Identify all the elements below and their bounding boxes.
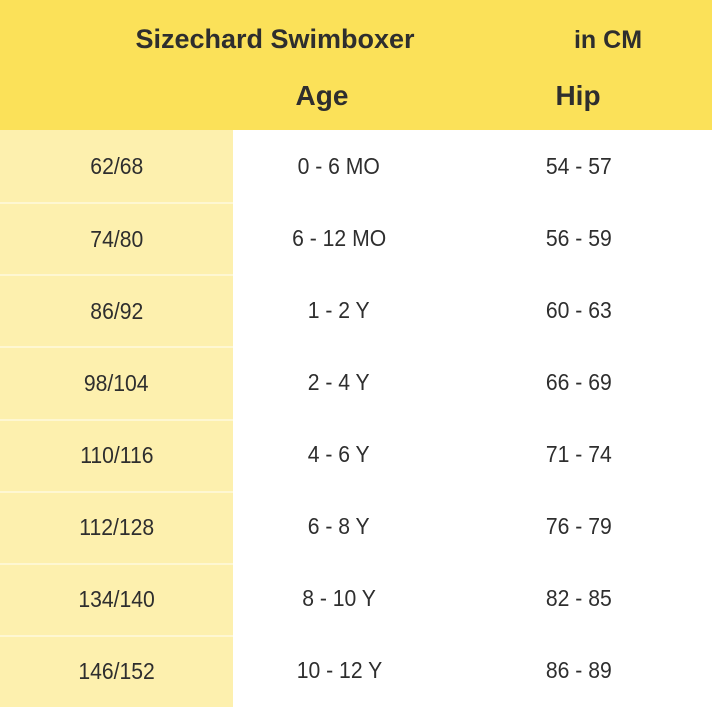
column-header-hip: Hip bbox=[555, 80, 601, 111]
age-cell: 8 - 10 Y bbox=[302, 585, 376, 612]
size-cell: 98/104 bbox=[0, 346, 233, 419]
unit-label: in CM bbox=[573, 26, 643, 54]
hip-cell: 86 - 89 bbox=[545, 657, 612, 684]
table-row: 134/140 8 - 10 Y 82 - 85 bbox=[0, 562, 712, 635]
size-cell: 74/80 bbox=[0, 202, 233, 275]
hip-cell: 56 - 59 bbox=[545, 224, 612, 251]
size-cell: 62/68 bbox=[0, 130, 233, 203]
size-cell: 134/140 bbox=[0, 562, 233, 635]
table-row: 110/116 4 - 6 Y 71 - 74 bbox=[0, 418, 712, 491]
age-cell: 10 - 12 Y bbox=[296, 657, 382, 684]
hip-cell: 82 - 85 bbox=[545, 585, 612, 612]
hip-cell: 76 - 79 bbox=[545, 513, 612, 540]
table-row: 86/92 1 - 2 Y 60 - 63 bbox=[0, 274, 712, 347]
hip-cell: 54 - 57 bbox=[545, 152, 612, 179]
size-cell: 146/152 bbox=[0, 634, 233, 707]
age-cell: 0 - 6 MO bbox=[297, 152, 381, 179]
age-cell: 6 - 12 MO bbox=[291, 224, 387, 251]
hip-cell: 60 - 63 bbox=[545, 296, 612, 323]
column-header-age: Age bbox=[295, 80, 349, 111]
table-row: 74/80 6 - 12 MO 56 - 59 bbox=[0, 202, 712, 275]
age-cell: 6 - 8 Y bbox=[308, 513, 370, 540]
size-cell: 112/128 bbox=[0, 490, 233, 563]
hip-cell: 66 - 69 bbox=[545, 368, 612, 395]
size-cell: 110/116 bbox=[0, 418, 233, 491]
table-row: 62/68 0 - 6 MO 54 - 57 bbox=[0, 130, 712, 203]
table-header: Sizechard Swimboxer in CM Age Hip bbox=[0, 0, 712, 130]
table-row: 98/104 2 - 4 Y 66 - 69 bbox=[0, 346, 712, 419]
table-row: 112/128 6 - 8 Y 76 - 79 bbox=[0, 490, 712, 563]
page-title: Sizechard Swimboxer bbox=[135, 24, 415, 54]
table-row: 146/152 10 - 12 Y 86 - 89 bbox=[0, 634, 712, 707]
age-cell: 4 - 6 Y bbox=[308, 441, 370, 468]
table-body: 62/68 0 - 6 MO 54 - 57 74/80 6 - 12 MO 5… bbox=[0, 130, 712, 707]
hip-cell: 71 - 74 bbox=[545, 441, 612, 468]
age-cell: 1 - 2 Y bbox=[308, 296, 370, 323]
size-cell: 86/92 bbox=[0, 274, 233, 347]
age-cell: 2 - 4 Y bbox=[308, 368, 370, 395]
